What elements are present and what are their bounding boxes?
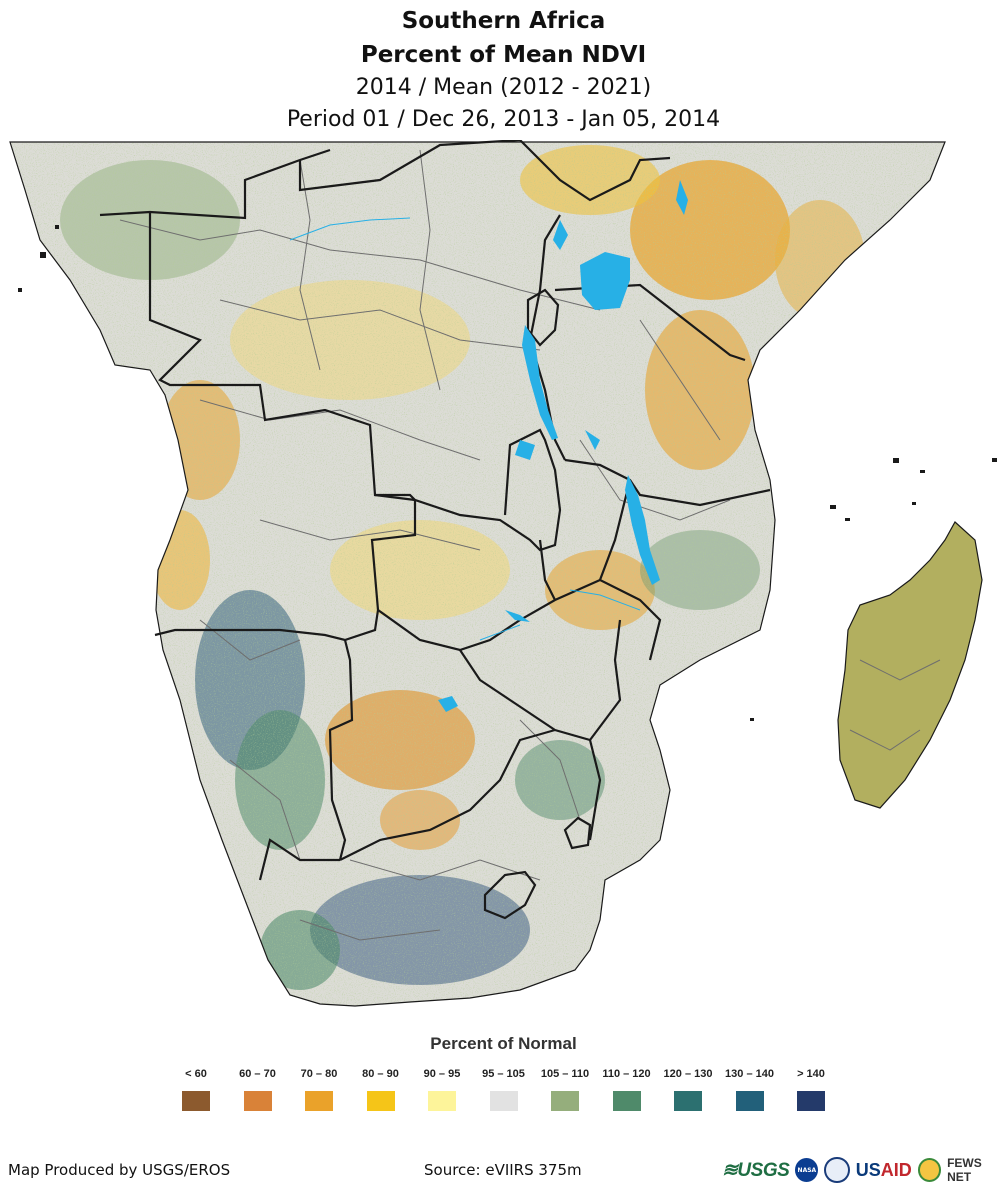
okavango-delta (438, 696, 458, 712)
legend-item: 95 – 105 (473, 1068, 535, 1111)
lake-malawi (625, 475, 660, 585)
fews-net-logo: FEWS NET (947, 1156, 982, 1184)
agency-logos: ≋USGS NASA USAID FEWS NET (722, 1154, 1007, 1186)
legend-item-label: > 140 (797, 1068, 825, 1080)
legend-item-swatch (243, 1091, 272, 1111)
legend-item-label: 130 – 140 (725, 1068, 774, 1080)
legend-item-swatch (612, 1091, 641, 1111)
legend-item-label: 60 – 70 (239, 1068, 276, 1080)
data-source: Source: eVIIRS 375m (424, 1161, 582, 1179)
legend-item-label: 105 – 110 (540, 1068, 590, 1080)
lake-turkana (676, 180, 688, 215)
legend-item: 130 – 140 (719, 1068, 781, 1111)
legend-item-label: 120 – 130 (663, 1068, 713, 1080)
nasa-logo: NASA (795, 1158, 819, 1182)
rivers (289, 217, 641, 641)
legend-item: < 60 (165, 1068, 227, 1111)
map-title-region: Southern Africa (401, 8, 606, 34)
madagascar-island (837, 521, 983, 809)
legend-item-swatch (366, 1091, 395, 1111)
usaid-logo: USAID (856, 1160, 912, 1181)
map-titles: Southern Africa Percent of Mean NDVI 201… (0, 4, 1007, 136)
legend-item: 90 – 95 (411, 1068, 473, 1111)
legend: < 60 60 – 70 70 – 80 80 – 90 90 – 95 95 – 105… (165, 1068, 845, 1118)
legend-item: 70 – 80 (288, 1068, 350, 1111)
legend-item-label: < 60 (185, 1068, 207, 1080)
legend-item-swatch (305, 1091, 333, 1111)
map-subtitle-comparison: 2014 / Mean (2012 - 2021) (355, 75, 652, 100)
producer-credit: Map Produced by USGS/EROS (8, 1161, 231, 1179)
lake-albert (553, 220, 568, 250)
lake-rukwa (585, 430, 600, 450)
country-borders (99, 140, 771, 881)
lake-victoria (580, 252, 630, 310)
legend-item: 60 – 70 (227, 1068, 289, 1111)
legend-item-swatch (489, 1091, 518, 1111)
legend-item-label: 95 – 105 (482, 1068, 525, 1080)
lake-mweru (515, 440, 535, 460)
legend-item: 80 – 90 (350, 1068, 412, 1111)
legend-item-label: 110 – 120 (602, 1068, 651, 1080)
legend-item-swatch (735, 1091, 764, 1111)
legend-item-label: 70 – 80 (300, 1068, 338, 1080)
legend-item: > 140 (780, 1068, 842, 1111)
legend-item-swatch (797, 1091, 825, 1111)
map-subtitle-period: Period 01 / Dec 26, 2013 - Jan 05, 2014 (286, 107, 721, 132)
usaid-aid-text: AID (880, 1159, 912, 1180)
usaid-us-text: US (855, 1159, 881, 1180)
legend-item-label: 90 – 95 (423, 1068, 461, 1080)
legend-item-swatch (551, 1091, 579, 1111)
legend-item: 120 – 130 (657, 1068, 719, 1111)
usaid-seal-icon (824, 1157, 850, 1183)
lakes (438, 180, 688, 712)
legend-item-label: 80 – 90 (362, 1068, 399, 1080)
legend-item-swatch (428, 1091, 456, 1111)
legend-item-swatch (674, 1091, 702, 1111)
legend-title: Percent of Normal (430, 1034, 577, 1053)
fews-globe-icon (917, 1158, 942, 1182)
usgs-logo: ≋USGS (722, 1159, 790, 1181)
lake-tanganyika (522, 325, 558, 440)
legend-item-swatch (182, 1091, 210, 1111)
ndvi-map (9, 140, 997, 1007)
admin-boundaries (119, 149, 941, 941)
legend-item: 105 – 110 (534, 1068, 596, 1111)
lake-kariba (505, 610, 530, 622)
legend-item: 110 – 120 (596, 1068, 658, 1111)
small-islands (18, 225, 997, 721)
map-title-product: Percent of Mean NDVI (360, 42, 647, 68)
